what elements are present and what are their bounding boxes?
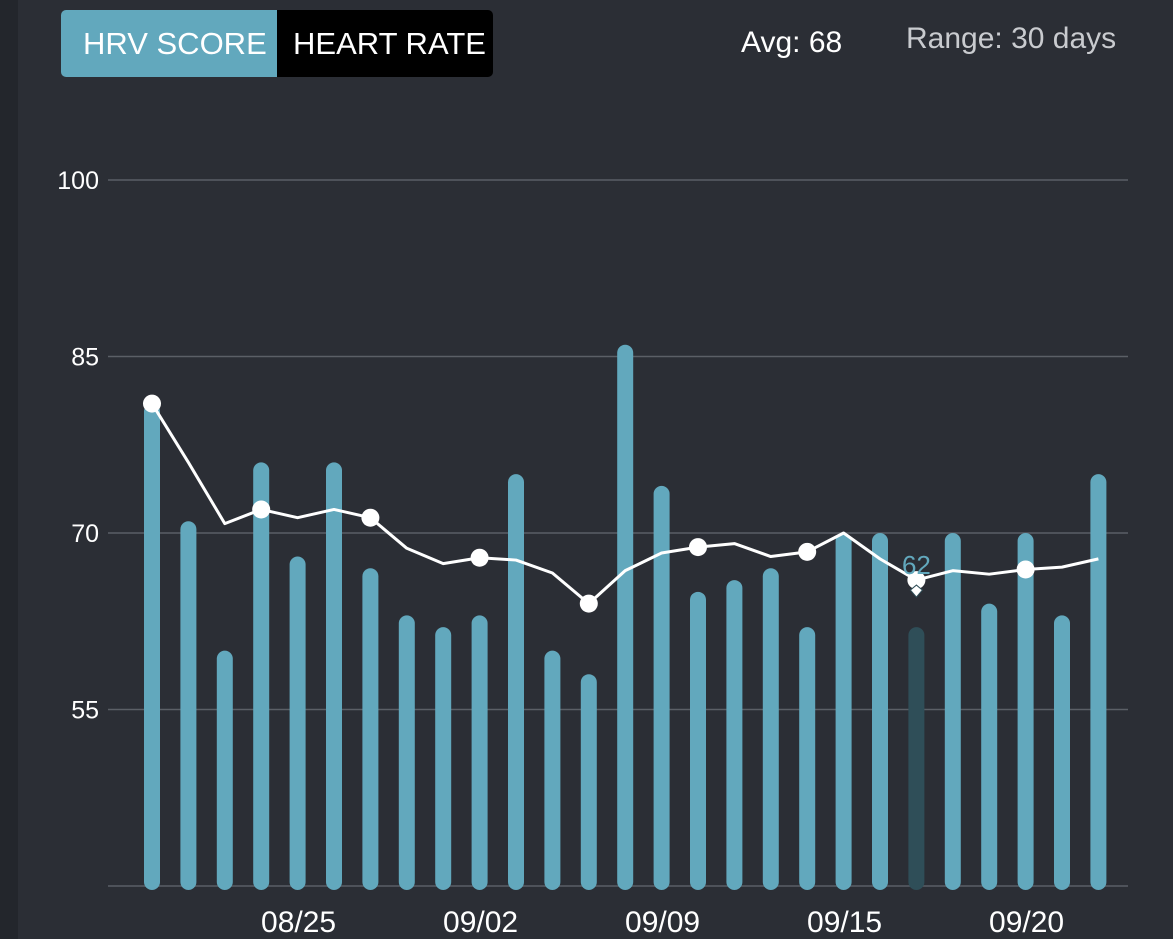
bar[interactable] <box>216 650 233 890</box>
y-tick-label: 70 <box>71 520 99 548</box>
trend-marker <box>1016 560 1035 579</box>
x-tick-label: 08/25 <box>261 906 336 939</box>
bar[interactable] <box>471 615 488 890</box>
trend-markers <box>143 394 1035 613</box>
average-label: Avg: 68 <box>741 26 843 59</box>
metric-toggle: HRV SCORE HEART RATE <box>61 10 493 77</box>
bar[interactable] <box>398 615 415 890</box>
bar[interactable] <box>362 568 379 890</box>
trend-marker <box>579 594 598 613</box>
trend-marker <box>689 538 707 557</box>
selected-marker-icon <box>909 584 924 598</box>
bar[interactable] <box>326 462 342 890</box>
bar[interactable] <box>726 580 743 890</box>
trend-marker <box>798 542 817 561</box>
y-tick-label: 55 <box>71 697 99 725</box>
bar[interactable] <box>144 403 160 890</box>
trend-marker <box>143 394 161 413</box>
trend-line <box>150 402 1099 606</box>
trend-line-path <box>150 402 1099 606</box>
bar[interactable] <box>289 556 306 890</box>
x-tick-label: 09/20 <box>989 906 1064 939</box>
bar[interactable] <box>872 533 888 890</box>
bar[interactable] <box>799 627 816 890</box>
y-tick-label: 100 <box>57 167 99 195</box>
x-axis-ticks: 08/25 09/02 09/09 09/15 09/20 <box>261 906 1064 939</box>
x-tick-label: 09/15 <box>807 906 882 939</box>
bar[interactable] <box>1054 615 1070 890</box>
bar[interactable] <box>580 674 597 890</box>
bar[interactable] <box>908 627 925 890</box>
selected-indicator: 62 <box>902 550 931 598</box>
bar[interactable] <box>690 591 706 890</box>
trend-marker <box>470 548 489 567</box>
y-axis-ticks: 55 70 85 100 <box>57 167 99 725</box>
bar[interactable] <box>1090 474 1107 890</box>
x-tick-label: 09/02 <box>443 906 518 939</box>
bar[interactable] <box>253 462 270 890</box>
bar[interactable] <box>180 521 197 890</box>
bar[interactable] <box>544 650 561 890</box>
range-selector[interactable]: Range: 30 days <box>906 22 1117 55</box>
bar[interactable] <box>1017 533 1034 890</box>
selected-value-label: 62 <box>902 550 931 580</box>
bar[interactable] <box>435 627 452 890</box>
bar[interactable] <box>981 603 998 890</box>
heart-rate-tab[interactable]: HEART RATE <box>277 10 493 77</box>
trend-marker <box>252 500 271 519</box>
bar[interactable] <box>835 533 852 890</box>
bar[interactable] <box>944 533 961 890</box>
x-tick-label: 09/09 <box>625 906 700 939</box>
hrv-score-tab[interactable]: HRV SCORE <box>61 10 277 77</box>
bar[interactable] <box>653 485 670 890</box>
bar[interactable] <box>508 474 524 890</box>
trend-marker <box>361 508 380 527</box>
bar[interactable] <box>762 568 779 890</box>
hrv-bars[interactable] <box>144 344 1107 890</box>
bar[interactable] <box>617 344 634 890</box>
y-tick-label: 85 <box>71 344 99 372</box>
trend-marker <box>907 571 926 590</box>
